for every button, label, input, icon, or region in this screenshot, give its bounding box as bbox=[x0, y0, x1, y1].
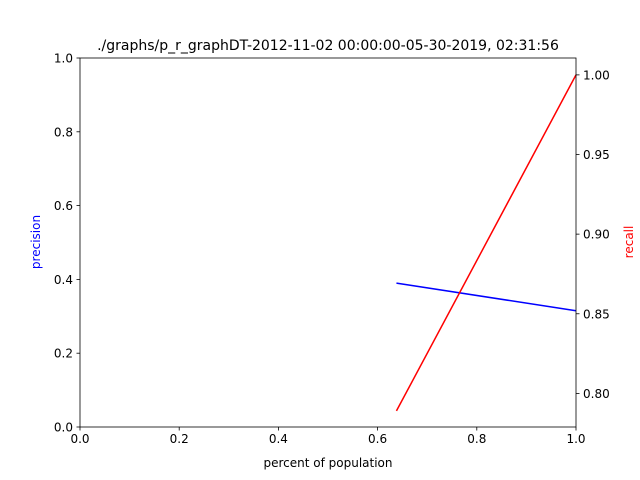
y-axis-left: 0.0 0.2 0.4 0.6 0.8 1.0 bbox=[54, 52, 80, 435]
y-axis-left-label: precision bbox=[29, 215, 43, 269]
chart-title: ./graphs/p_r_graphDT-2012-11-02 00:00:00… bbox=[97, 38, 559, 54]
recall-line bbox=[395, 74, 577, 412]
x-tick-label: 0.2 bbox=[170, 432, 189, 446]
x-tick-label: 0.4 bbox=[269, 432, 288, 446]
y-right-tick-label: 0.95 bbox=[583, 148, 610, 162]
y-right-tick-label: 0.80 bbox=[583, 387, 610, 401]
x-axis: 0.0 0.2 0.4 0.6 0.8 1.0 bbox=[70, 427, 586, 446]
y-axis-right-label: recall bbox=[622, 226, 636, 259]
y-left-tick-label: 0.4 bbox=[54, 273, 73, 287]
y-left-tick-label: 0.8 bbox=[54, 125, 73, 139]
y-left-tick-label: 1.0 bbox=[54, 52, 73, 66]
y-left-tick-label: 0.0 bbox=[54, 421, 73, 435]
x-tick-label: 0.6 bbox=[368, 432, 387, 446]
axes-frame bbox=[79, 57, 577, 428]
y-left-tick-label: 0.6 bbox=[54, 199, 73, 213]
plot-area bbox=[79, 57, 577, 428]
axes-background bbox=[80, 58, 576, 427]
y-right-tick-label: 0.85 bbox=[583, 307, 610, 321]
x-axis-label: percent of population bbox=[263, 456, 392, 470]
precision-line bbox=[396, 282, 577, 312]
y-axis-right: 0.80 0.85 0.90 0.95 1.00 bbox=[576, 68, 610, 401]
x-tick-label: 1.0 bbox=[566, 432, 585, 446]
y-right-tick-label: 1.00 bbox=[583, 68, 610, 82]
x-tick-label: 0.0 bbox=[70, 432, 89, 446]
y-right-tick-label: 0.90 bbox=[583, 228, 610, 242]
y-left-tick-label: 0.2 bbox=[54, 347, 73, 361]
x-tick-label: 0.8 bbox=[467, 432, 486, 446]
